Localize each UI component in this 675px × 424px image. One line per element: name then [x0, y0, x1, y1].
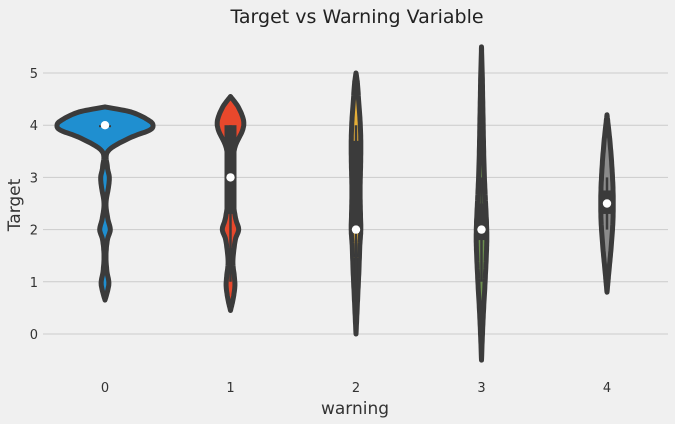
violin-0	[54, 104, 156, 303]
violin-2	[348, 70, 364, 337]
x-tick-label: 3	[477, 381, 485, 396]
violin-iqr-box	[224, 125, 237, 214]
violin-4	[598, 112, 616, 295]
y-tick-label: 1	[30, 276, 38, 291]
violin-median-point	[100, 121, 110, 130]
violins	[54, 44, 616, 363]
chart-title: Target vs Warning Variable	[229, 6, 483, 28]
x-axis-label: warning	[321, 399, 389, 419]
y-tick-label: 3	[30, 171, 38, 186]
violin-median-point	[477, 225, 486, 234]
violin-iqr-box	[475, 203, 488, 241]
y-tick-label: 2	[30, 224, 38, 239]
violin-body	[54, 104, 156, 303]
violin-iqr-box	[350, 140, 362, 233]
violin-median-point	[351, 225, 361, 234]
violin-1	[214, 94, 247, 313]
x-tick-label: 2	[352, 381, 360, 396]
violin-median-point	[226, 173, 235, 182]
y-tick-label: 5	[30, 67, 38, 82]
x-tick-label: 0	[101, 381, 109, 396]
y-tick-label: 0	[30, 328, 38, 343]
y-axis-label: Target	[5, 178, 25, 232]
violin-median-point	[602, 199, 612, 208]
x-tick-label: 1	[226, 381, 234, 396]
x-tick-label: 4	[603, 381, 611, 396]
violin-3	[473, 44, 490, 363]
y-tick-labels: 0 1 2 3 4 5	[30, 67, 38, 343]
y-tick-label: 4	[30, 119, 38, 134]
x-tick-labels: 0 1 2 3 4	[101, 381, 611, 396]
